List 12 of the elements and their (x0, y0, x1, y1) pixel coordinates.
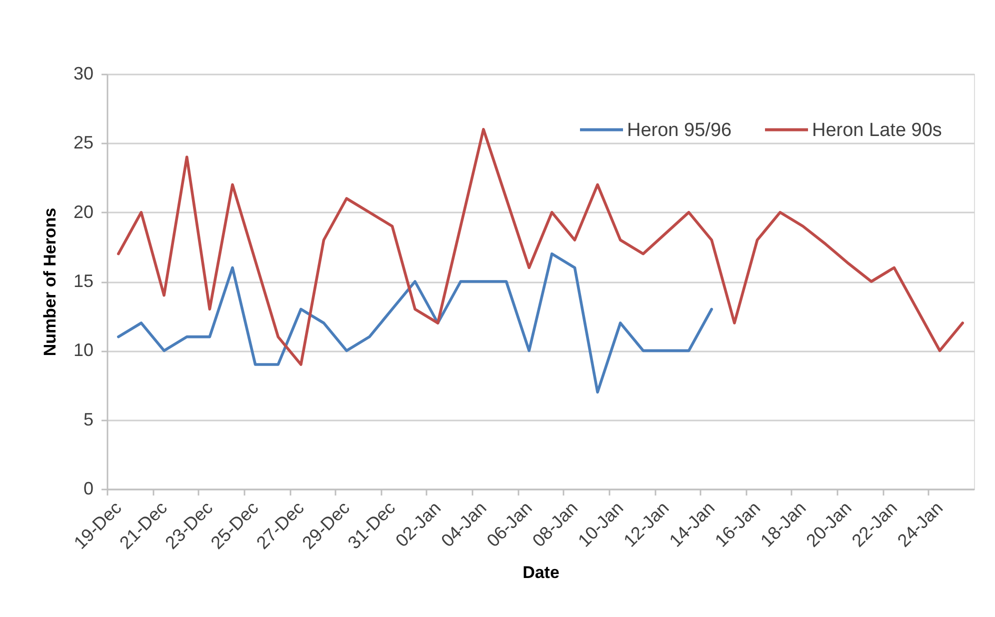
y-tick-label: 15 (73, 271, 94, 291)
y-tick-label: 10 (73, 340, 94, 360)
y-tick-label: 25 (73, 132, 94, 153)
x-axis-title: Date (522, 562, 560, 582)
y-tick-label: 20 (73, 202, 94, 222)
line-series (117, 252, 714, 394)
y-tick-label: 0 (83, 478, 94, 498)
legend-label: Heron Late 90s (812, 120, 942, 141)
y-axis-title: Number of Herons (40, 208, 60, 356)
y-tick-label: 30 (73, 64, 94, 84)
legend-label: Heron 95/96 (627, 120, 732, 141)
y-tick-label: 5 (83, 409, 94, 430)
